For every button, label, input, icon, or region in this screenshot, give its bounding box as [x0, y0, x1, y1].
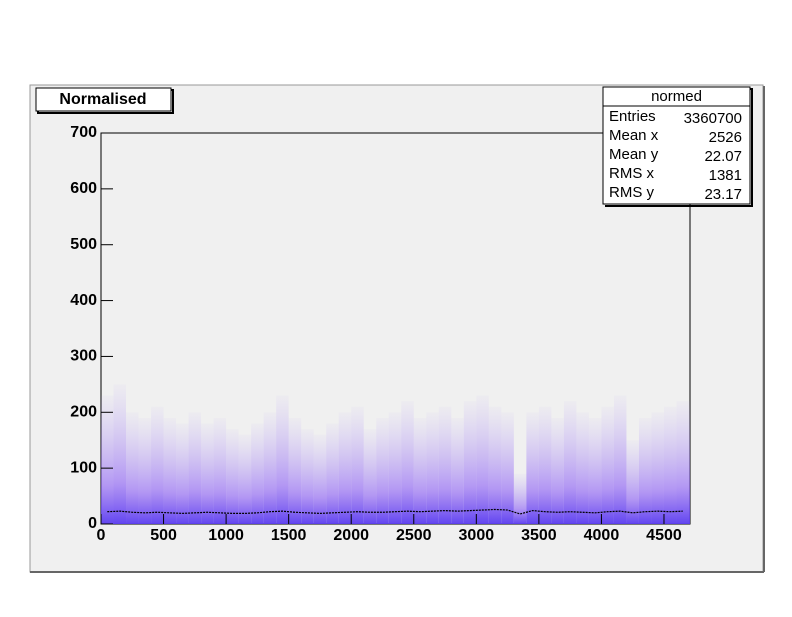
- x-tick-label: 4500: [646, 527, 682, 544]
- density-column: [438, 406, 452, 524]
- y-tick-label: 500: [70, 236, 97, 253]
- density-column: [513, 473, 527, 524]
- density-column: [301, 429, 314, 524]
- density-column: [576, 412, 589, 524]
- density-column: [613, 395, 627, 524]
- density-column: [563, 401, 577, 524]
- x-tick-label: 0: [97, 527, 106, 544]
- density-column: [151, 406, 164, 524]
- density-column: [288, 417, 302, 524]
- density-column: [113, 384, 127, 524]
- stats-value: 3360700: [684, 110, 742, 127]
- density-column: [276, 395, 289, 524]
- y-tick-label: 100: [70, 459, 97, 476]
- x-tick-label: 4000: [584, 527, 620, 544]
- x-tick-label: 3500: [521, 527, 557, 544]
- density-column: [601, 406, 614, 524]
- density-column: [588, 417, 602, 524]
- density-column: [401, 401, 414, 524]
- density-column: [651, 412, 664, 524]
- density-column: [451, 417, 464, 524]
- density-column: [376, 417, 389, 524]
- density-column: [413, 417, 427, 524]
- density-column: [226, 429, 239, 524]
- density-column: [626, 440, 639, 524]
- density-column: [138, 417, 152, 524]
- density-column: [313, 434, 327, 524]
- y-tick-label: 200: [70, 404, 97, 421]
- stats-label: Mean x: [609, 127, 659, 144]
- density-column: [526, 412, 539, 524]
- stats-value: 23.17: [704, 186, 742, 203]
- stats-label: RMS y: [609, 184, 655, 201]
- stats-shadow: [605, 88, 753, 207]
- density-column: [326, 423, 339, 524]
- density-column: [126, 412, 139, 524]
- y-tick-label: 700: [70, 124, 97, 141]
- x-tick-label: 500: [150, 527, 177, 544]
- stats-value: 1381: [709, 167, 742, 184]
- density-column: [538, 406, 552, 524]
- x-tick-label: 2000: [333, 527, 369, 544]
- y-tick-label: 0: [88, 515, 97, 532]
- title-box: [35, 87, 172, 112]
- density-column: [238, 434, 252, 524]
- y-tick-label: 400: [70, 292, 97, 309]
- profile-line: [107, 508, 683, 515]
- density-column: [163, 417, 177, 524]
- stats-label: Mean y: [609, 146, 659, 163]
- density-column: [663, 406, 677, 524]
- density-column: [263, 412, 277, 524]
- x-tick-label: 1500: [271, 527, 307, 544]
- stats-label: Entries: [609, 108, 656, 125]
- density-column: [201, 423, 214, 524]
- density-column: [363, 429, 377, 524]
- density-column: [551, 417, 564, 524]
- density-column: [426, 412, 439, 524]
- density-column: [388, 412, 402, 524]
- stats-value: 22.07: [704, 148, 742, 165]
- title-shadow: [37, 89, 174, 114]
- y-tick-label: 300: [70, 348, 97, 365]
- x-tick-label: 3000: [459, 527, 495, 544]
- x-tick-label: 1000: [208, 527, 244, 544]
- stats-label: RMS x: [609, 165, 655, 182]
- density-column: [188, 412, 202, 524]
- x-tick-label: 2500: [396, 527, 432, 544]
- density-column: [638, 417, 652, 524]
- density-column: [488, 406, 502, 524]
- density-column: [213, 417, 227, 524]
- density-column: [251, 423, 264, 524]
- stats-value: 2526: [709, 129, 742, 146]
- density-column: [176, 423, 189, 524]
- density-column: [463, 401, 477, 524]
- density-column: [501, 412, 514, 524]
- y-tick-label: 600: [70, 180, 97, 197]
- chart-title: Normalised: [59, 91, 146, 108]
- density-column: [676, 401, 690, 524]
- stats-title: normed: [651, 88, 702, 105]
- density-column: [351, 406, 364, 524]
- density-column: [101, 395, 114, 524]
- density-column: [338, 412, 352, 524]
- density-column: [476, 395, 489, 524]
